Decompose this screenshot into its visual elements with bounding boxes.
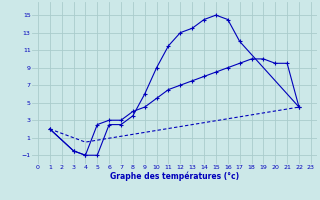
X-axis label: Graphe des températures (°c): Graphe des températures (°c)	[110, 172, 239, 181]
